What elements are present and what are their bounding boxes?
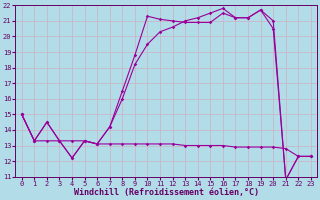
- X-axis label: Windchill (Refroidissement éolien,°C): Windchill (Refroidissement éolien,°C): [74, 188, 259, 197]
